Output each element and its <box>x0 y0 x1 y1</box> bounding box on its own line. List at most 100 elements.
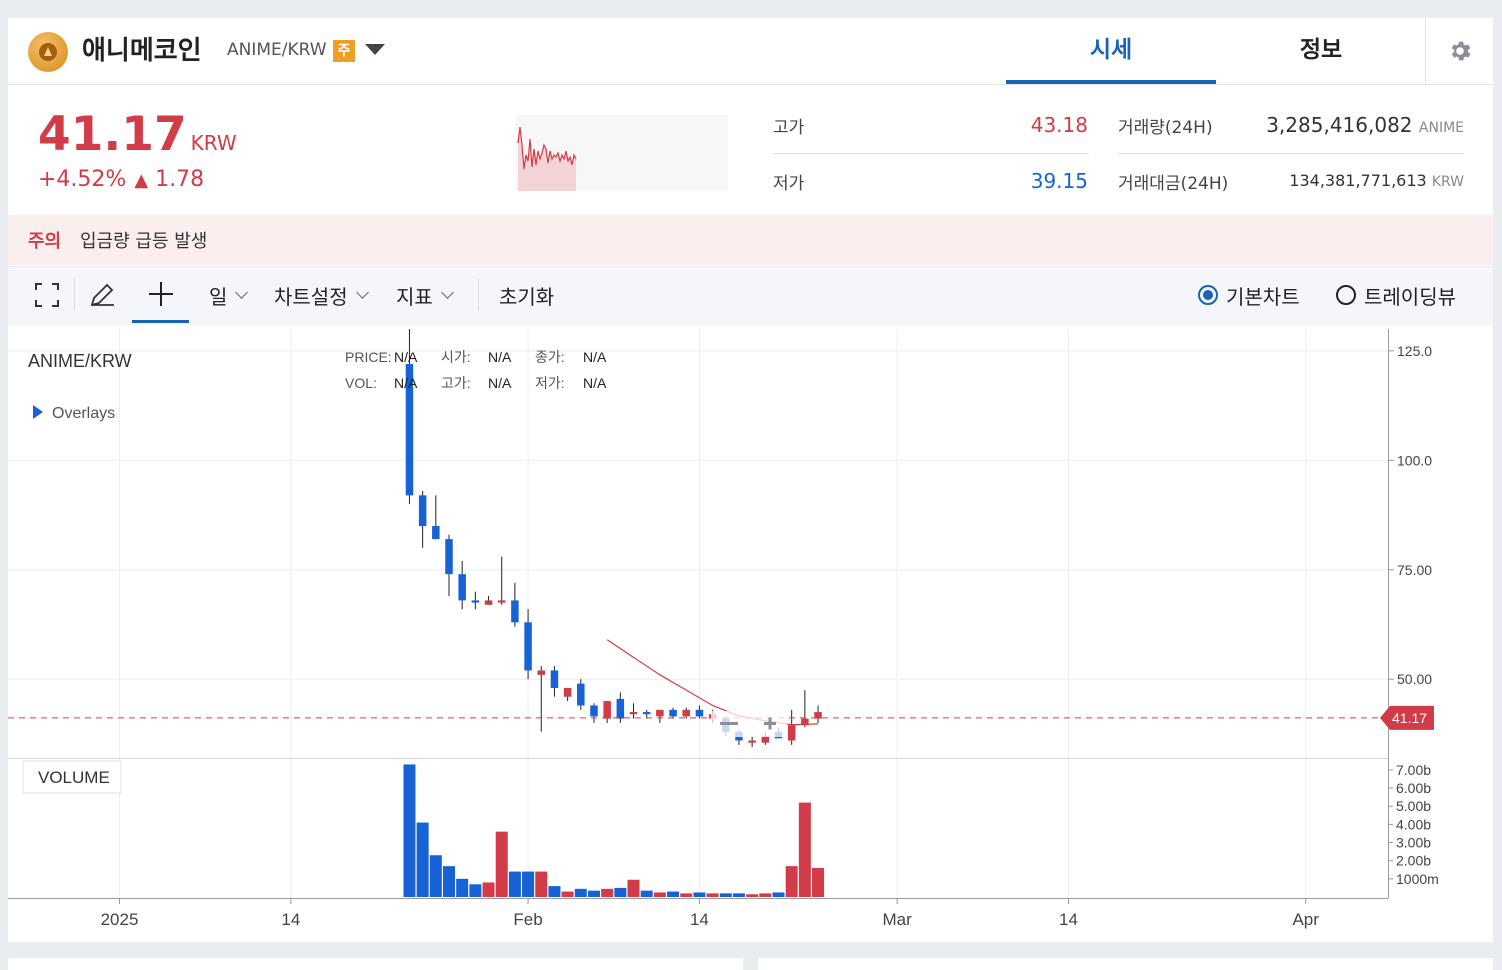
zoom-in-icon[interactable] <box>764 717 776 730</box>
volume-bar <box>574 888 587 897</box>
volume-number: 3,285,416,082 <box>1266 113 1413 137</box>
candle-body <box>550 670 559 688</box>
chart-symbol: ANIME/KRW <box>28 351 132 371</box>
market-card: 애니메코인 ANIME/KRW 주 시세 정보 41.17 KRW +4.52% ▲… <box>8 18 1493 942</box>
chevron-down-icon <box>355 286 369 299</box>
chart-toolbar: 일 차트설정 지표 초기화 기본차트 트레이딩뷰 <box>8 266 1493 325</box>
candle-body <box>577 683 585 706</box>
legend-price-value: N/A <box>394 349 418 365</box>
radio-checked-icon <box>1198 285 1218 305</box>
chart-settings-dropdown[interactable]: 차트설정 <box>274 267 369 323</box>
radio-unchecked-icon <box>1336 285 1356 305</box>
overlays-toggle[interactable]: Overlays <box>52 405 115 422</box>
chart-settings-label: 차트설정 <box>274 284 348 309</box>
volume-bar <box>614 887 627 897</box>
reset-button[interactable]: 초기화 <box>499 267 554 323</box>
chart-area[interactable]: 2025 14 Feb 14 Mar 14 Apr 125.0 100.0 75.00 50.00 7… <box>8 329 1493 942</box>
volume-bar <box>653 892 666 897</box>
coin-logo-icon <box>28 32 68 72</box>
candlestick-chart[interactable]: 2025 14 Feb 14 Mar 14 Apr 125.0 100.0 75.00 50.00 7… <box>8 329 1493 942</box>
overlays-triangle-icon <box>33 405 43 419</box>
candle-body <box>642 712 651 715</box>
legend-vol-label: VOL: <box>345 375 377 391</box>
zoom-out-icon[interactable] <box>720 722 738 725</box>
basic-chart-label: 기본차트 <box>1226 284 1300 309</box>
candle-body <box>458 574 466 601</box>
volume-bar <box>667 891 680 897</box>
candle-body <box>695 709 704 717</box>
bottom-card-left <box>8 958 743 970</box>
volume-bar <box>403 764 416 897</box>
change-percent: +4.52% <box>38 167 127 192</box>
coin-dropdown-chevron-icon[interactable] <box>365 44 385 55</box>
volume-tick-label: 5.00b <box>1396 798 1431 814</box>
draw-button[interactable] <box>88 267 118 323</box>
low-label: 저가 <box>773 174 805 194</box>
candle-body <box>761 736 770 743</box>
volume-bar <box>548 886 561 897</box>
notice-keyword: 주의 <box>28 231 62 252</box>
chevron-down-icon <box>235 286 249 299</box>
crosshair-button[interactable] <box>132 267 189 323</box>
candle-body <box>524 622 532 671</box>
volume-bar <box>627 879 640 897</box>
tab-info[interactable]: 정보 <box>1216 18 1426 84</box>
ohlc-legend: PRICE: N/A 시가: N/A 종가: N/A VOL: N/A 고가: … <box>345 349 607 391</box>
pencil-icon <box>90 283 114 307</box>
low-value: 39.15 <box>1030 169 1088 193</box>
amount-label: 거래대금(24H) <box>1118 174 1229 194</box>
volume-tick-label: 6.00b <box>1396 780 1431 796</box>
volume-bar <box>469 884 482 897</box>
tab-price[interactable]: 시세 <box>1006 18 1216 84</box>
candle-body <box>432 525 440 540</box>
candles <box>405 329 822 748</box>
candle-body <box>787 725 796 741</box>
volume-value: 3,285,416,082 ANIME <box>1228 113 1464 137</box>
volume-bar <box>706 893 719 897</box>
stat-divider-right <box>1118 153 1464 154</box>
candle-body <box>603 701 611 719</box>
x-tick-label: Feb <box>513 910 542 929</box>
legend-price-label: PRICE: <box>345 349 392 365</box>
x-tick-label: 14 <box>690 910 709 929</box>
volume-tick-label: 1000m <box>1396 871 1439 887</box>
candle-body <box>801 718 809 726</box>
y-tick-label: 50.00 <box>1397 671 1432 687</box>
candle-body <box>748 740 756 743</box>
candle-body <box>418 495 427 526</box>
legend-high-value: N/A <box>488 375 512 391</box>
legend-open-value: N/A <box>488 349 512 365</box>
settings-button[interactable] <box>1425 18 1494 84</box>
trading-view-radio[interactable]: 트레이딩뷰 <box>1336 267 1456 323</box>
volume-bar <box>719 893 732 897</box>
candle-body <box>405 364 414 496</box>
volume-label-box <box>22 760 122 794</box>
candle-body <box>669 709 677 717</box>
candle-body <box>682 709 690 717</box>
basic-chart-radio[interactable]: 기본차트 <box>1198 267 1300 323</box>
legend-close-value: N/A <box>583 349 607 365</box>
x-tick-label: 14 <box>281 910 300 929</box>
trading-view-label: 트레이딩뷰 <box>1364 284 1456 309</box>
volume-tick-label: 2.00b <box>1396 853 1431 869</box>
notice-message: 입금량 급등 발생 <box>80 231 208 252</box>
bottom-card-right <box>758 958 1493 970</box>
chevron-down-icon <box>440 286 454 299</box>
period-dropdown[interactable]: 일 <box>209 267 249 323</box>
volume-bar <box>587 890 600 897</box>
volume-tick-label: 7.00b <box>1396 762 1431 778</box>
toolbar-divider <box>74 279 75 311</box>
candle-body <box>629 712 638 715</box>
volume-bar <box>812 867 825 897</box>
candle-body <box>511 600 519 623</box>
price-change: +4.52% ▲ 1.78 <box>38 167 204 192</box>
fullscreen-button[interactable] <box>34 267 64 323</box>
notice-banner: 주의 입금량 급등 발생 <box>8 215 1493 265</box>
candle-body <box>445 539 453 575</box>
amount-value: 134,381,771,613 KRW <box>1228 171 1464 190</box>
indicators-dropdown[interactable]: 지표 <box>396 267 454 323</box>
x-tick-label: Apr <box>1292 910 1319 929</box>
volume-bar <box>443 866 455 897</box>
amount-number: 134,381,771,613 <box>1289 171 1427 190</box>
volume-bar <box>732 893 745 897</box>
